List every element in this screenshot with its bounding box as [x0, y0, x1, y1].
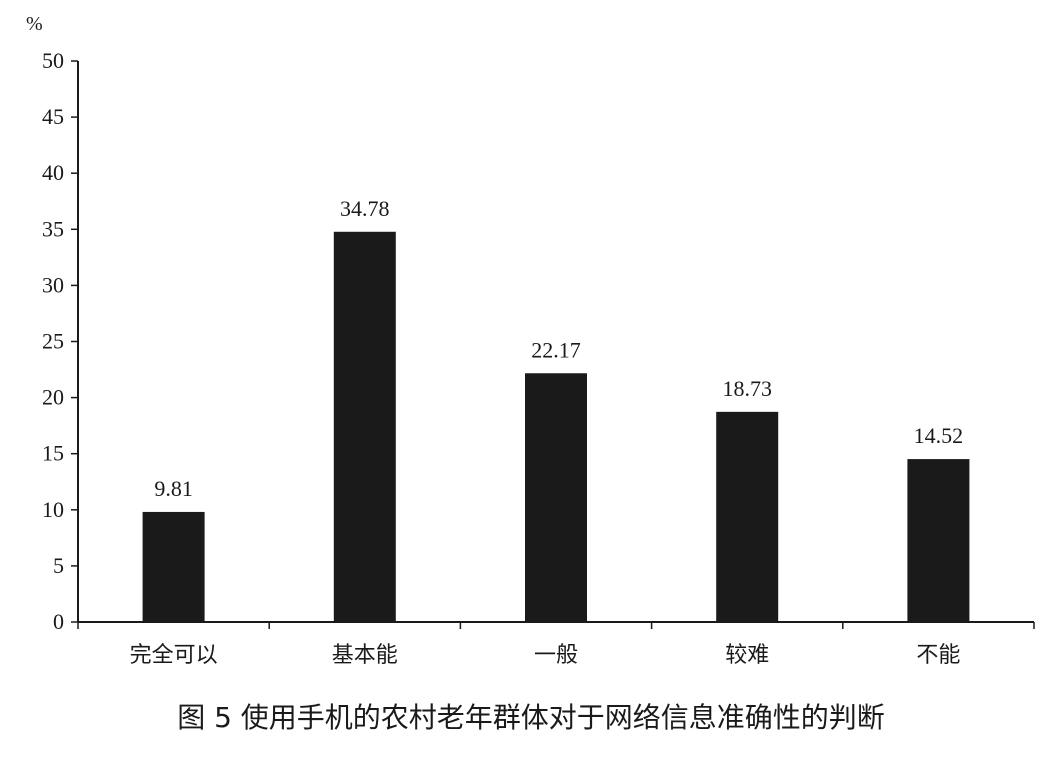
x-category-label: 不能: [916, 643, 960, 668]
y-tick-label: 45: [42, 104, 64, 129]
x-category-label: 完全可以: [130, 643, 218, 668]
bar-value-label: 14.52: [914, 423, 964, 448]
y-tick-label: 10: [42, 497, 64, 522]
y-axis-unit: %: [26, 13, 43, 35]
bar-value-label: 9.81: [154, 476, 193, 501]
bar-value-label: 18.73: [722, 376, 772, 401]
y-tick-label: 50: [42, 48, 64, 73]
y-tick-label: 15: [42, 441, 64, 466]
bars: 9.81 34.78 22.17 18.73 14.52: [142, 196, 970, 622]
y-tick-label: 0: [53, 609, 64, 634]
y-tick-label: 20: [42, 385, 64, 410]
bar: [907, 459, 970, 622]
bar-value-label: 34.78: [340, 196, 390, 221]
x-category-label: 基本能: [332, 643, 398, 668]
x-category-label: 较难: [725, 643, 769, 668]
y-tick-label: 25: [42, 329, 64, 354]
y-tick-label: 40: [42, 160, 64, 185]
y-tick-label: 30: [42, 272, 64, 297]
y-axis: 0 5 10 15 20 25 30 35 40 45 50: [42, 48, 79, 634]
bar: [525, 373, 587, 622]
bar: [333, 231, 396, 622]
bar-value-label: 22.17: [531, 337, 581, 362]
figure-caption: 图 5 使用手机的农村老年群体对于网络信息准确性的判断: [177, 701, 885, 734]
bar: [716, 411, 779, 622]
x-category-label: 一般: [534, 643, 578, 668]
bar-chart: % 0 5 10 15 20 25 30 35 40 45 50 完全可以 基本能 一般 较难 不能 9.8…: [26, 13, 1035, 668]
bar: [142, 511, 205, 622]
y-tick-label: 5: [53, 553, 64, 578]
x-axis: 完全可以 基本能 一般 较难 不能: [77, 621, 1035, 668]
y-tick-label: 35: [42, 216, 64, 241]
